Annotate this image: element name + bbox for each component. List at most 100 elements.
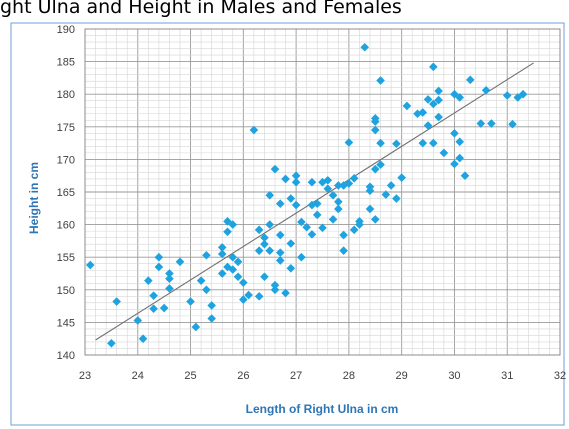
x-tick-label: 31 [501, 370, 513, 382]
data-point [191, 322, 201, 332]
data-point [450, 129, 459, 138]
data-point [334, 197, 343, 207]
data-point [207, 301, 216, 310]
data-point [260, 233, 269, 242]
data-point [270, 164, 280, 174]
data-point [423, 95, 433, 104]
data-point [270, 285, 280, 295]
trendline [95, 62, 534, 341]
data-point [265, 246, 275, 255]
data-point [518, 89, 528, 99]
x-axis-ticks: 23 24 25 26 27 28 29 30 31 32 [79, 370, 566, 382]
data-point [312, 199, 322, 209]
data-point [291, 177, 301, 187]
data-point [223, 227, 232, 237]
data-point [381, 190, 391, 199]
data-point [260, 239, 269, 249]
x-tick-label: 32 [554, 370, 566, 382]
data-point [386, 181, 396, 190]
data-point [434, 86, 443, 96]
data-point [418, 108, 428, 117]
data-point [344, 179, 354, 188]
data-point [429, 99, 438, 109]
data-point [275, 199, 285, 209]
data-point [228, 265, 238, 274]
data-point [370, 125, 380, 135]
data-point [328, 215, 338, 224]
data-point [297, 252, 306, 262]
data-point [434, 112, 443, 122]
x-tick-label: 25 [184, 370, 196, 382]
data-point [291, 200, 301, 210]
data-point [376, 138, 385, 148]
data-point [450, 159, 459, 169]
plot-area-border [84, 28, 561, 356]
data-point [186, 297, 195, 306]
data-point [297, 217, 306, 227]
data-point [149, 291, 158, 300]
x-tick-label: 27 [290, 370, 302, 382]
data-point [133, 316, 143, 325]
x-tick-label: 28 [343, 370, 355, 382]
data-point [365, 204, 375, 214]
data-point [196, 276, 206, 285]
y-tick-label: 190 [57, 24, 75, 36]
y-tick-label: 175 [57, 122, 75, 134]
data-point [339, 230, 348, 240]
data-point [228, 220, 238, 229]
data-point [323, 175, 333, 185]
y-tick-label: 160 [57, 220, 75, 232]
data-point [481, 85, 491, 95]
data-point [85, 260, 95, 270]
y-tick-label: 155 [57, 252, 75, 264]
y-tick-label: 145 [57, 317, 75, 329]
data-point [275, 230, 285, 240]
data-point [217, 249, 227, 259]
data-point [270, 280, 280, 290]
data-point [455, 153, 465, 163]
trendline-layer [95, 62, 534, 341]
data-point [418, 138, 428, 148]
data-point [165, 274, 174, 284]
data-point [202, 250, 211, 260]
data-point [318, 223, 327, 233]
data-point [339, 181, 348, 190]
data-point [370, 164, 380, 174]
y-tick-label: 140 [57, 350, 75, 362]
y-axis-ticks: 140 145 150 155 160 165 170 175 180 185 190 [57, 24, 75, 362]
y-tick-label: 165 [57, 187, 75, 199]
data-point [349, 225, 359, 235]
data-point [307, 177, 317, 187]
data-point [286, 263, 296, 273]
data-point [281, 174, 290, 184]
data-point [154, 262, 164, 272]
data-point [281, 288, 290, 298]
data-point [460, 171, 470, 180]
y-axis-title: Height in cm [27, 162, 41, 234]
chart-title: ght Ulna and Height in Males and Females [0, 0, 402, 18]
data-point [239, 295, 248, 304]
x-tick-label: 29 [396, 370, 408, 382]
data-point [107, 338, 116, 348]
data-point [144, 276, 153, 285]
data-point [265, 220, 275, 229]
x-tick-label: 30 [448, 370, 460, 382]
data-point [355, 217, 364, 226]
data-point [370, 114, 380, 123]
chart-frame [10, 22, 565, 426]
data-point [370, 215, 380, 224]
data-point [112, 297, 121, 306]
data-point [307, 230, 317, 239]
data-point [275, 256, 285, 265]
data-point [339, 246, 348, 255]
data-point [286, 239, 296, 248]
y-tick-label: 150 [57, 285, 75, 297]
data-point [334, 181, 343, 190]
data-point [465, 75, 475, 85]
data-point [233, 272, 243, 282]
data-point [455, 93, 465, 102]
data-point [376, 160, 385, 169]
data-point [233, 257, 243, 267]
data-point [265, 190, 275, 200]
